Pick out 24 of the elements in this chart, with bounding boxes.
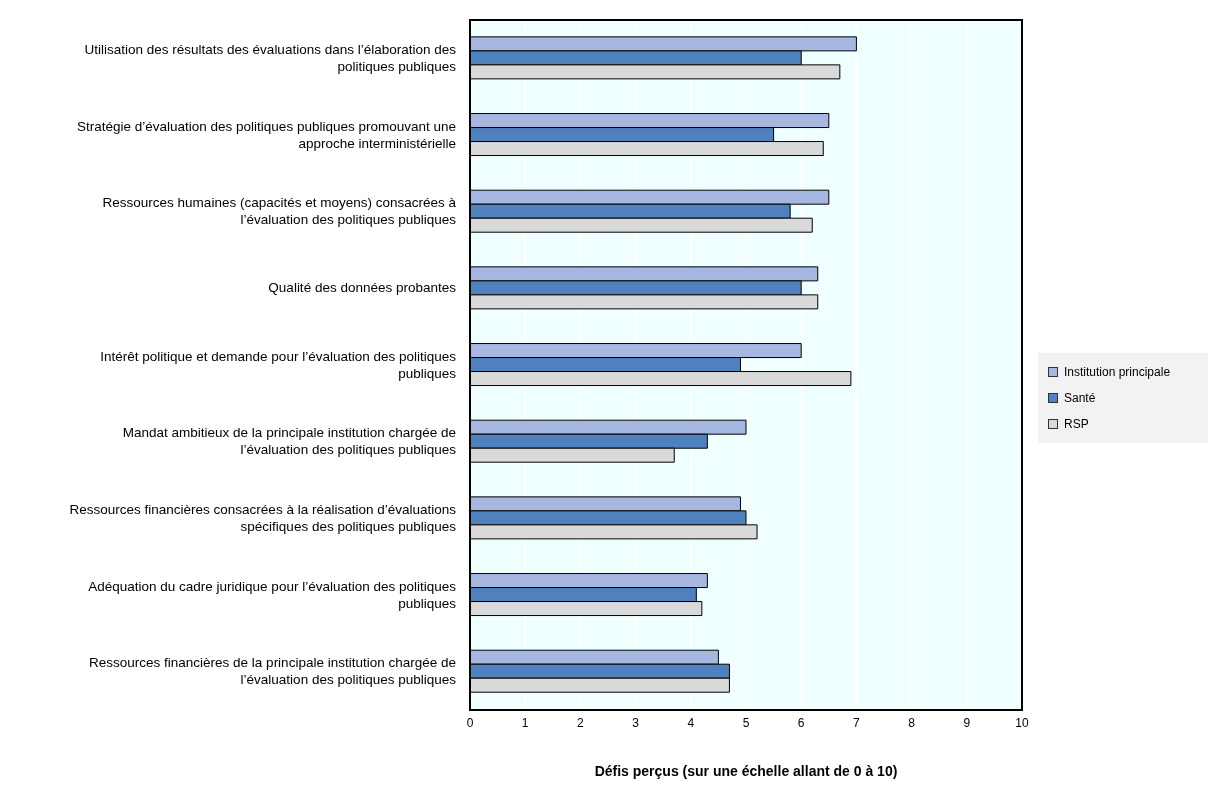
y-tick-label: Mandat ambitieux de la principale institution chargée de l’évaluation des politiques publiques [122,424,457,457]
x-tick-label: 1 [521,715,529,730]
x-tick-label: 8 [908,715,916,730]
x-tick-label: 2 [577,715,585,730]
y-tick-label: Ressources financières consacrées à la réalisation d’évaluations spécifiques des politiques publiques [69,501,457,534]
legend-label: RSP [1064,417,1089,431]
legend-label: Santé [1064,391,1096,405]
y-tick-label: Intérêt politique et demande pour l’évaluation des politiques publiques [100,348,457,381]
y-tick-label: Ressources humaines (capacités et moyens) consacrées à l’évaluation des politiques publiques [102,194,457,227]
x-tick-label: 6 [797,715,805,730]
x-tick-label: 10 [1015,715,1029,730]
x-tick-label: 3 [632,715,640,730]
x-axis-title: Défis perçus (sur une échelle allant de 0 à 10) [594,763,898,779]
y-tick-label: Qualité des données probantes [268,279,457,295]
y-tick-label: Ressources financières de la principale institution chargée de l’évaluation des politiques publiques [89,654,457,687]
y-tick-label: Utilisation des résultats des évaluations dans l’élaboration des politiques publiques [84,41,457,74]
x-tick-label: 0 [466,715,474,730]
x-tick-label: 9 [963,715,971,730]
y-tick-label: Stratégie d’évaluation des politiques publiques promouvant une approche interministérielle [76,118,456,151]
legend-label: Institution principale [1064,365,1171,379]
y-tick-label: Adéquation du cadre juridique pour l’évaluation des politiques publiques [88,578,457,611]
x-tick-label: 4 [687,715,695,730]
x-tick-label: 5 [742,715,750,730]
x-tick-label: 7 [853,715,861,730]
